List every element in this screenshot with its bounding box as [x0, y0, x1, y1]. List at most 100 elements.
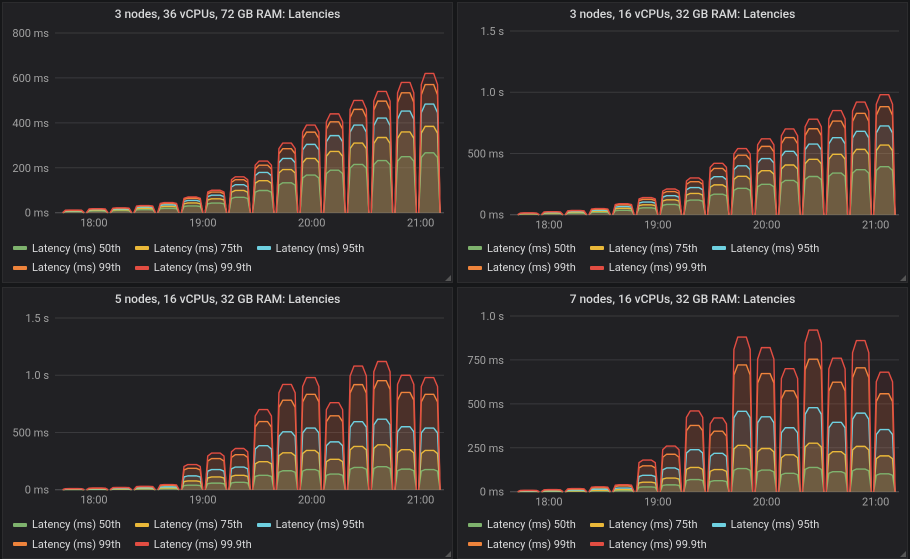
legend-item-p75[interactable]: Latency (ms) 75th: [135, 517, 243, 532]
panel-2-legend[interactable]: Latency (ms) 50th Latency (ms) 75th Latenc…: [458, 237, 907, 282]
legend-item-p999[interactable]: Latency (ms) 99.9th: [135, 260, 252, 275]
svg-text:19:00: 19:00: [189, 493, 216, 506]
svg-text:20:00: 20:00: [753, 495, 780, 508]
legend-swatch-icon: [135, 523, 149, 527]
legend-item-p95[interactable]: Latency (ms) 95th: [257, 517, 365, 532]
legend-item-p50[interactable]: Latency (ms) 50th: [468, 241, 576, 256]
legend-swatch-icon: [468, 542, 482, 546]
svg-text:1.0 s: 1.0 s: [25, 369, 49, 382]
legend-label: Latency (ms) 99th: [487, 260, 576, 275]
legend-swatch-icon: [468, 523, 482, 527]
legend-item-p50[interactable]: Latency (ms) 50th: [13, 241, 121, 256]
panel-3-title: 5 nodes, 16 vCPUs, 32 GB RAM: Latencies: [3, 288, 452, 308]
svg-text:20:00: 20:00: [298, 493, 325, 506]
svg-text:500 ms: 500 ms: [467, 397, 504, 410]
svg-text:21:00: 21:00: [407, 493, 434, 506]
legend-item-p95[interactable]: Latency (ms) 95th: [712, 241, 820, 256]
panel-1: 3 nodes, 36 vCPUs, 72 GB RAM: Latencies …: [2, 2, 453, 283]
svg-text:18:00: 18:00: [80, 217, 107, 230]
legend-swatch-icon: [468, 266, 482, 270]
legend-swatch-icon: [712, 246, 726, 250]
legend-item-p999[interactable]: Latency (ms) 99.9th: [590, 537, 707, 552]
svg-text:19:00: 19:00: [644, 219, 671, 232]
legend-item-p95[interactable]: Latency (ms) 95th: [257, 241, 365, 256]
legend-swatch-icon: [590, 246, 604, 250]
legend-swatch-icon: [135, 246, 149, 250]
svg-text:19:00: 19:00: [644, 495, 671, 508]
dashboard-grid: 3 nodes, 36 vCPUs, 72 GB RAM: Latencies …: [0, 0, 910, 553]
legend-item-p75[interactable]: Latency (ms) 75th: [590, 241, 698, 256]
legend-item-p99[interactable]: Latency (ms) 99th: [468, 537, 576, 552]
legend-item-p999[interactable]: Latency (ms) 99.9th: [590, 260, 707, 275]
legend-label: Latency (ms) 99.9th: [154, 260, 252, 275]
svg-text:1.0 s: 1.0 s: [480, 310, 504, 323]
panel-1-legend[interactable]: Latency (ms) 50th Latency (ms) 75th Latenc…: [3, 237, 452, 282]
svg-text:800 ms: 800 ms: [12, 27, 49, 40]
legend-label: Latency (ms) 95th: [731, 517, 820, 532]
svg-text:1.5 s: 1.5 s: [25, 312, 49, 325]
svg-text:0 ms: 0 ms: [25, 483, 50, 496]
resize-handle-icon[interactable]: [900, 275, 906, 281]
svg-text:750 ms: 750 ms: [467, 353, 504, 366]
legend-label: Latency (ms) 95th: [276, 517, 365, 532]
legend-swatch-icon: [590, 523, 604, 527]
legend-swatch-icon: [13, 542, 27, 546]
legend-swatch-icon: [135, 542, 149, 546]
legend-label: Latency (ms) 75th: [154, 517, 243, 532]
legend-label: Latency (ms) 50th: [32, 517, 121, 532]
resize-handle-icon[interactable]: [900, 551, 906, 557]
legend-label: Latency (ms) 75th: [609, 517, 698, 532]
legend-item-p95[interactable]: Latency (ms) 95th: [712, 517, 820, 532]
legend-item-p99[interactable]: Latency (ms) 99th: [13, 537, 121, 552]
legend-item-p50[interactable]: Latency (ms) 50th: [468, 517, 576, 532]
svg-text:21:00: 21:00: [407, 217, 434, 230]
legend-label: Latency (ms) 75th: [154, 241, 243, 256]
resize-handle-icon[interactable]: [445, 551, 451, 557]
legend-item-p75[interactable]: Latency (ms) 75th: [590, 517, 698, 532]
panel-3-chart[interactable]: 0 ms 500 ms 1.0 s 1.5 s 18:00 19:00 20:00 21:00: [3, 308, 452, 514]
svg-text:18:00: 18:00: [80, 493, 107, 506]
svg-text:18:00: 18:00: [535, 495, 562, 508]
panel-2-chart[interactable]: 0 ms500 ms1.0 s1.5 s18:0019:0020:0021:00: [458, 23, 907, 237]
legend-item-p999[interactable]: Latency (ms) 99.9th: [135, 537, 252, 552]
legend-swatch-icon: [468, 246, 482, 250]
resize-handle-icon[interactable]: [445, 275, 451, 281]
svg-text:200 ms: 200 ms: [12, 162, 49, 175]
legend-swatch-icon: [13, 266, 27, 270]
svg-text:20:00: 20:00: [753, 219, 780, 232]
svg-text:21:00: 21:00: [862, 495, 889, 508]
svg-text:0 ms: 0 ms: [25, 207, 50, 220]
panel-2: 3 nodes, 16 vCPUs, 32 GB RAM: Latencies …: [457, 2, 908, 283]
panel-4-chart[interactable]: 0 ms 250 ms 500 ms 750 ms 1.0 s 18:00 19:00 20:…: [458, 308, 907, 514]
legend-item-p50[interactable]: Latency (ms) 50th: [13, 517, 121, 532]
legend-swatch-icon: [13, 246, 27, 250]
svg-text:19:00: 19:00: [189, 217, 216, 230]
svg-text:0 ms: 0 ms: [480, 485, 505, 498]
legend-swatch-icon: [257, 523, 271, 527]
legend-label: Latency (ms) 95th: [731, 241, 820, 256]
legend-label: Latency (ms) 50th: [32, 241, 121, 256]
legend-item-p99[interactable]: Latency (ms) 99th: [468, 260, 576, 275]
legend-swatch-icon: [13, 523, 27, 527]
legend-label: Latency (ms) 99th: [32, 537, 121, 552]
svg-text:250 ms: 250 ms: [467, 441, 504, 454]
legend-label: Latency (ms) 99.9th: [609, 537, 707, 552]
svg-text:1.0 s: 1.0 s: [480, 86, 504, 99]
legend-label: Latency (ms) 99.9th: [609, 260, 707, 275]
svg-text:500 ms: 500 ms: [467, 147, 504, 160]
legend-label: Latency (ms) 50th: [487, 517, 576, 532]
panel-4-legend[interactable]: Latency (ms) 50th Latency (ms) 75th Latenc…: [458, 513, 907, 558]
panel-1-chart[interactable]: 0 ms200 ms400 ms600 ms800 ms18:0019:0020…: [3, 23, 452, 237]
svg-text:1.5 s: 1.5 s: [480, 25, 504, 38]
panel-3: 5 nodes, 16 vCPUs, 32 GB RAM: Latencies …: [2, 287, 453, 559]
legend-item-p99[interactable]: Latency (ms) 99th: [13, 260, 121, 275]
legend-label: Latency (ms) 50th: [487, 241, 576, 256]
legend-item-p75[interactable]: Latency (ms) 75th: [135, 241, 243, 256]
panel-3-legend[interactable]: Latency (ms) 50th Latency (ms) 75th Latenc…: [3, 513, 452, 558]
legend-label: Latency (ms) 99th: [32, 260, 121, 275]
panel-4: 7 nodes, 16 vCPUs, 32 GB RAM: Latencies …: [457, 287, 908, 559]
svg-text:400 ms: 400 ms: [12, 117, 49, 130]
svg-text:500 ms: 500 ms: [12, 426, 49, 439]
svg-text:600 ms: 600 ms: [12, 72, 49, 85]
svg-text:18:00: 18:00: [535, 219, 562, 232]
